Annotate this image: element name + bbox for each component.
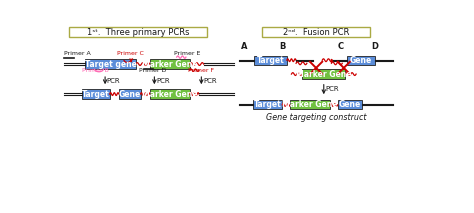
Text: Target: Target [257, 56, 284, 65]
Text: Marker Gene: Marker Gene [142, 60, 198, 69]
Text: Gene: Gene [118, 90, 141, 99]
FancyBboxPatch shape [253, 100, 282, 109]
Text: PCR: PCR [107, 78, 120, 84]
Text: PCR: PCR [156, 78, 170, 84]
Text: Marker Gene: Marker Gene [142, 90, 198, 99]
FancyBboxPatch shape [337, 100, 362, 109]
Text: B: B [279, 42, 285, 51]
Text: Target gene: Target gene [84, 60, 137, 69]
FancyBboxPatch shape [82, 89, 109, 99]
FancyBboxPatch shape [69, 27, 207, 37]
Text: 2ⁿᵈ.  Fusion PCR: 2ⁿᵈ. Fusion PCR [283, 28, 349, 37]
Text: Target: Target [82, 90, 109, 99]
FancyBboxPatch shape [262, 27, 370, 37]
Text: C: C [337, 42, 344, 51]
Text: Target: Target [254, 100, 282, 109]
FancyBboxPatch shape [150, 89, 190, 99]
Text: Marker Gene: Marker Gene [282, 100, 337, 109]
FancyBboxPatch shape [85, 59, 136, 69]
FancyBboxPatch shape [255, 56, 287, 65]
Text: Gene: Gene [350, 56, 372, 65]
Text: PCR: PCR [325, 86, 339, 92]
Text: Primer A: Primer A [64, 51, 91, 56]
Text: D: D [372, 42, 379, 51]
Text: 1ˢᵗ.  Three primary PCRs: 1ˢᵗ. Three primary PCRs [87, 28, 190, 37]
FancyBboxPatch shape [119, 89, 140, 99]
Text: Marker Gene: Marker Gene [296, 70, 352, 79]
Text: Primer D: Primer D [139, 68, 166, 73]
Text: A: A [241, 42, 247, 51]
FancyBboxPatch shape [150, 59, 190, 69]
FancyBboxPatch shape [347, 56, 374, 65]
Text: Primer E: Primer E [174, 51, 201, 56]
Text: Gene: Gene [339, 100, 361, 109]
FancyBboxPatch shape [302, 69, 346, 79]
Text: Primer B: Primer B [82, 68, 109, 73]
FancyBboxPatch shape [290, 100, 330, 109]
Text: Primer C: Primer C [118, 51, 144, 56]
Text: Gene targeting construct: Gene targeting construct [266, 113, 366, 122]
Text: Primer F: Primer F [188, 68, 214, 73]
Text: PCR: PCR [203, 78, 217, 84]
